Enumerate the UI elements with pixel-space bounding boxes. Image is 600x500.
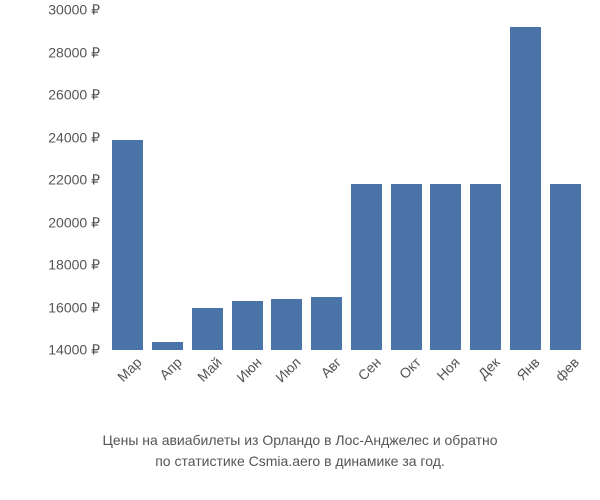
bar	[510, 27, 541, 350]
y-tick-label: 18000 ₽	[48, 257, 100, 274]
y-tick-label: 22000 ₽	[48, 172, 100, 189]
x-tick-label: Май	[194, 354, 225, 385]
price-chart: 14000 ₽ 16000 ₽ 18000 ₽ 20000 ₽ 22000 ₽ 24000…	[30, 10, 585, 380]
x-tick-label: Авг	[317, 354, 344, 381]
caption-line2: по статистике Csmia.aero в динамике за г…	[155, 453, 445, 469]
x-tick-label: Янв	[513, 354, 542, 383]
y-tick-label: 28000 ₽	[48, 44, 100, 61]
x-tick-label: Июн	[233, 354, 264, 385]
bar	[550, 184, 581, 350]
chart-caption: Цены на авиабилеты из Орландо в Лос-Андж…	[0, 430, 600, 472]
y-tick-label: 24000 ₽	[48, 129, 100, 146]
y-tick-label: 30000 ₽	[48, 2, 100, 19]
x-tick-label: Мар	[114, 354, 145, 385]
y-axis: 14000 ₽16000 ₽18000 ₽20000 ₽22000 ₽24000…	[30, 10, 104, 350]
x-tick-label: Дек	[475, 354, 503, 382]
bar	[152, 342, 183, 351]
bar	[232, 301, 263, 350]
bar	[112, 140, 143, 350]
x-tick-label: Апр	[156, 354, 185, 383]
x-tick-label: Июл	[273, 354, 304, 385]
bar	[470, 184, 501, 350]
bar	[192, 308, 223, 351]
x-axis: Мар Апр Май Июн Июл Авг Сен Окт Ноя Дек Янвфев	[108, 350, 585, 400]
y-tick-label: 14000 ₽	[48, 342, 100, 359]
y-tick-label: 26000 ₽	[48, 87, 100, 104]
bars-container	[108, 10, 585, 350]
y-tick-label: 16000 ₽	[48, 299, 100, 316]
bar	[351, 184, 382, 350]
bar	[271, 299, 302, 350]
x-tick-label: Окт	[395, 354, 423, 382]
bar	[311, 297, 342, 350]
x-tick-label: Сен	[354, 354, 383, 383]
x-tick-label: Ноя	[434, 354, 463, 383]
bar	[430, 184, 461, 350]
plot-area	[108, 10, 585, 350]
bar	[391, 184, 422, 350]
x-tick-label: фев	[552, 354, 582, 384]
caption-line1: Цены на авиабилеты из Орландо в Лос-Андж…	[102, 432, 497, 448]
y-tick-label: 20000 ₽	[48, 214, 100, 231]
